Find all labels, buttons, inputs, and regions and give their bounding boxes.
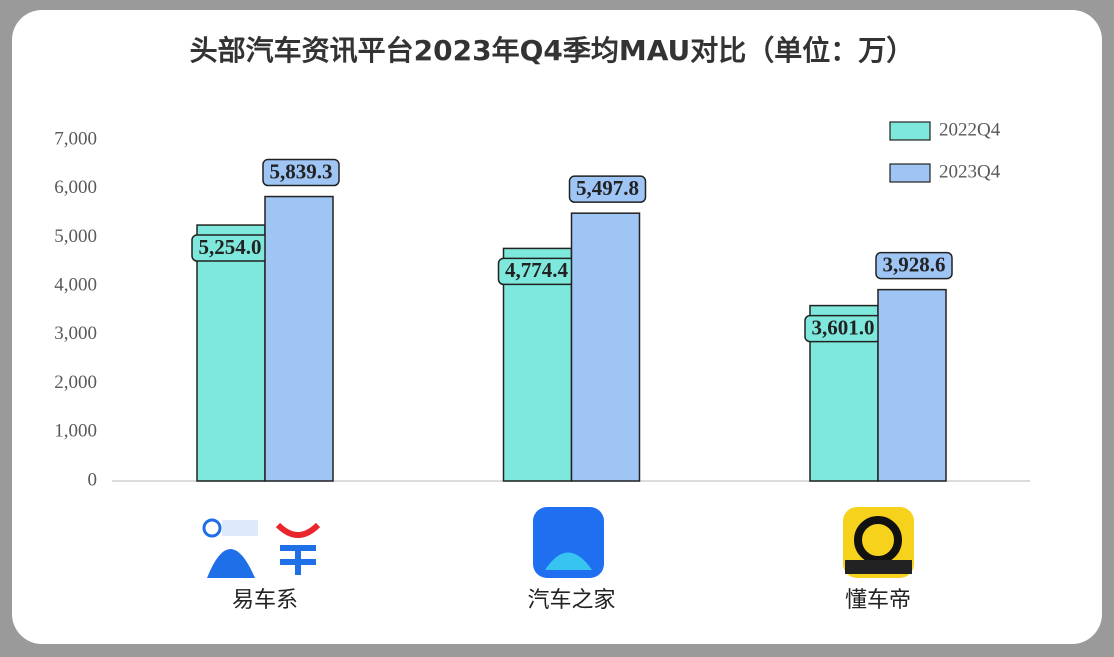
y-tick-label: 0 [88, 469, 98, 490]
bar [196, 224, 266, 482]
value-label-box [262, 158, 340, 187]
y-tick-label: 2,000 [54, 372, 97, 393]
y-tick-label: 6,000 [54, 177, 97, 198]
bar [502, 247, 573, 482]
x-tick-label: 汽车之家 [527, 588, 615, 613]
legend-swatch [889, 163, 931, 183]
bar [570, 212, 641, 482]
logo-dongchedi [843, 507, 914, 578]
value-label: 4,774.4 [505, 258, 569, 282]
bar [264, 195, 334, 482]
legend-swatch [889, 121, 931, 141]
y-tick-label: 4,000 [54, 275, 97, 296]
y-tick-label: 7,000 [54, 128, 97, 149]
value-label: 5,839.3 [270, 159, 333, 183]
y-tick-label: 1,000 [54, 421, 97, 442]
value-label-box [875, 251, 953, 280]
value-label-box [568, 175, 647, 203]
logo-autohome [533, 507, 604, 578]
bar [877, 288, 947, 482]
logo-yiche [202, 518, 321, 578]
value-label: 3,601.0 [812, 315, 875, 339]
y-tick-label: 3,000 [54, 323, 97, 344]
value-label: 5,497.8 [576, 176, 639, 200]
chart-title: 头部汽车资讯平台2023年Q4季均MAU对比（单位：万） [190, 34, 915, 67]
y-tick-label: 5,000 [54, 226, 97, 247]
x-tick-label: 懂车帝 [845, 588, 911, 613]
value-label: 3,928.6 [883, 252, 946, 276]
legend-label: 2023Q4 [939, 161, 1001, 182]
x-tick-label: 易车系 [232, 588, 298, 613]
value-label: 5,254.0 [199, 235, 262, 259]
legend-label: 2022Q4 [939, 119, 1001, 140]
